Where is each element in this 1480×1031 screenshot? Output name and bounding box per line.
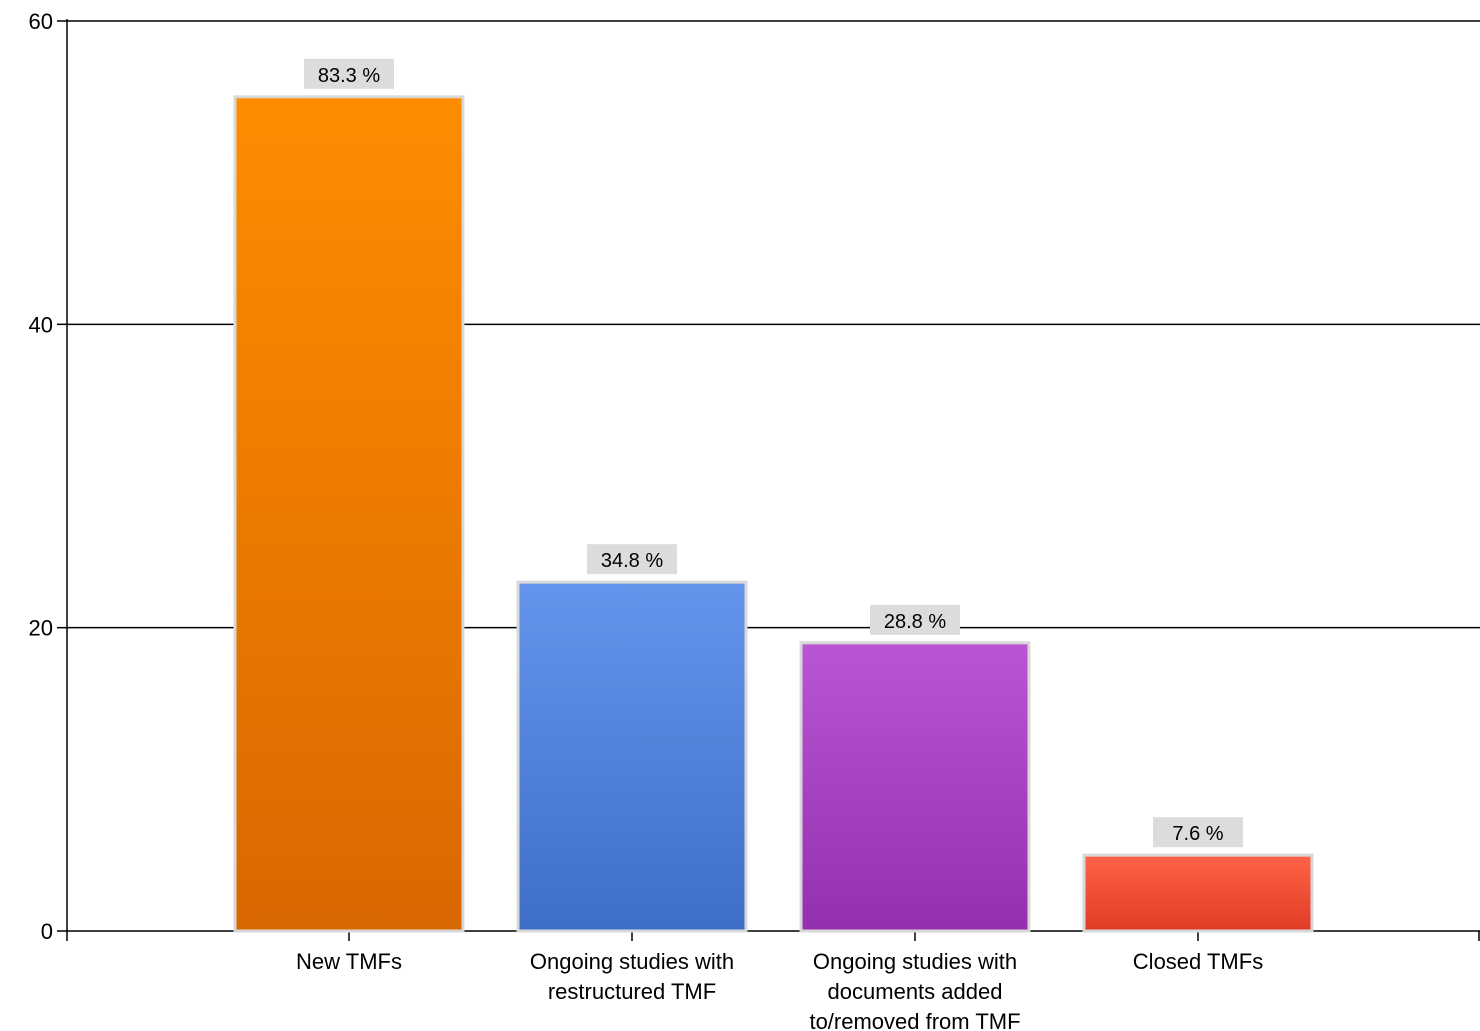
data-label: 28.8 % <box>884 611 946 633</box>
bar <box>516 580 748 933</box>
data-label: 34.8 % <box>601 550 663 572</box>
x-tick-label: to/removed from TMF <box>809 1009 1020 1031</box>
data-label: 83.3 % <box>318 65 380 87</box>
y-tick-label: 60 <box>29 9 53 34</box>
data-label-box <box>587 544 677 575</box>
x-tick-label: Ongoing studies with <box>530 949 734 974</box>
x-tick-label: documents added <box>828 979 1003 1004</box>
y-tick-label: 20 <box>29 616 53 641</box>
y-tick-label: 40 <box>29 312 53 337</box>
bars <box>233 95 1314 933</box>
labels: 0 20 40 60 83.3 % New TMFs 34.8 % Ongoing studi… <box>29 9 1264 1031</box>
y-tick-label: 0 <box>41 919 53 944</box>
x-tick-label: Ongoing studies with <box>813 949 1017 974</box>
data-label: 7.6 % <box>1172 823 1223 845</box>
data-label-box <box>1153 817 1243 848</box>
bar <box>1082 853 1314 933</box>
data-label-box <box>870 604 960 635</box>
x-tick-label: Closed TMFs <box>1133 949 1263 974</box>
x-tick-label: restructured TMF <box>548 979 716 1004</box>
bar <box>233 95 465 933</box>
x-tick-label: New TMFs <box>296 949 402 974</box>
bar <box>799 641 1031 933</box>
data-label-box <box>304 58 394 89</box>
